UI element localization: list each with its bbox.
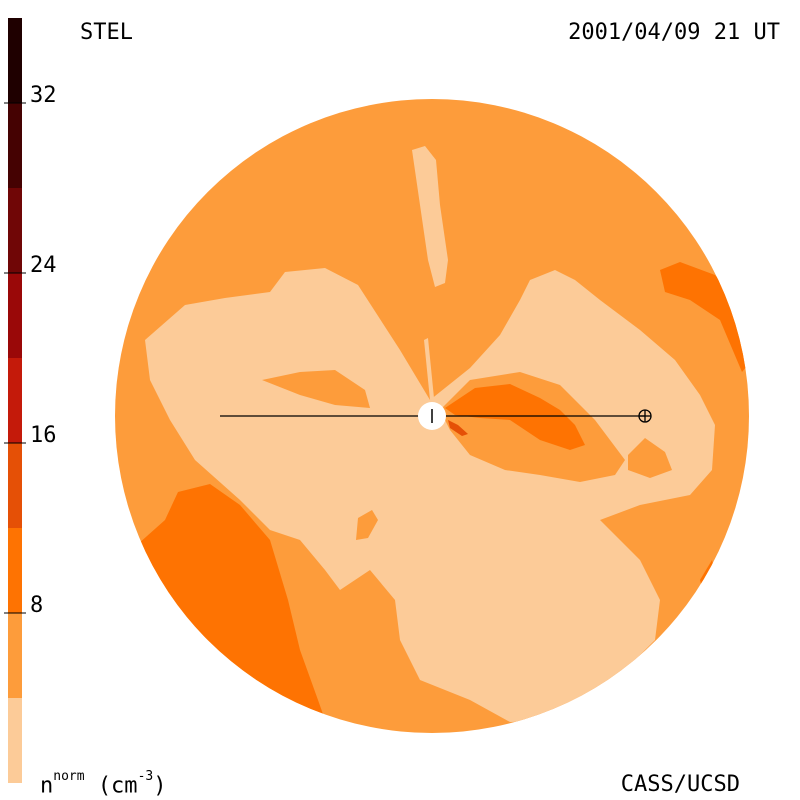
units-sup: norm — [53, 769, 85, 784]
units-close: ) — [153, 773, 167, 799]
colorbar-band — [8, 443, 22, 528]
colorbar-tick-label: 8 — [30, 593, 44, 618]
contour-region-high-left — [120, 484, 330, 733]
colorbar-band — [8, 103, 22, 188]
contour-core-center — [445, 384, 585, 450]
units-unit-sup: -3 — [137, 769, 154, 784]
colorbar-band — [8, 18, 22, 103]
earth-marker — [638, 409, 652, 423]
units-base: n — [40, 773, 54, 799]
observer-label: STEL — [80, 20, 133, 45]
contour-core-sliver — [448, 420, 468, 436]
contour-region-low-streamer — [412, 146, 448, 287]
colorbar-units-label: nnorm (cm-3) — [40, 770, 167, 799]
colorbar-tick-label: 16 — [30, 423, 57, 448]
colorbar — [8, 18, 22, 783]
colorbar-band — [8, 273, 22, 358]
colorbar-ticks — [4, 102, 26, 614]
colorbar-band — [8, 188, 22, 273]
colorbar-tick-label: 24 — [30, 253, 57, 278]
contour-island-left — [262, 370, 370, 408]
contour-region-low-ray — [424, 338, 434, 400]
colorbar-band — [8, 613, 22, 698]
units-unit: (cm — [97, 773, 138, 799]
credit-label: CASS/UCSD — [620, 772, 740, 797]
contour-island-right-small — [628, 438, 672, 478]
colorbar-tick-label: 32 — [30, 83, 57, 108]
contour-island-lower — [356, 510, 378, 540]
colorbar-band — [8, 358, 22, 443]
colorbar-band — [8, 698, 22, 783]
timestamp-label: 2001/04/09 21 UT — [568, 20, 780, 45]
colorbar-band — [8, 528, 22, 613]
